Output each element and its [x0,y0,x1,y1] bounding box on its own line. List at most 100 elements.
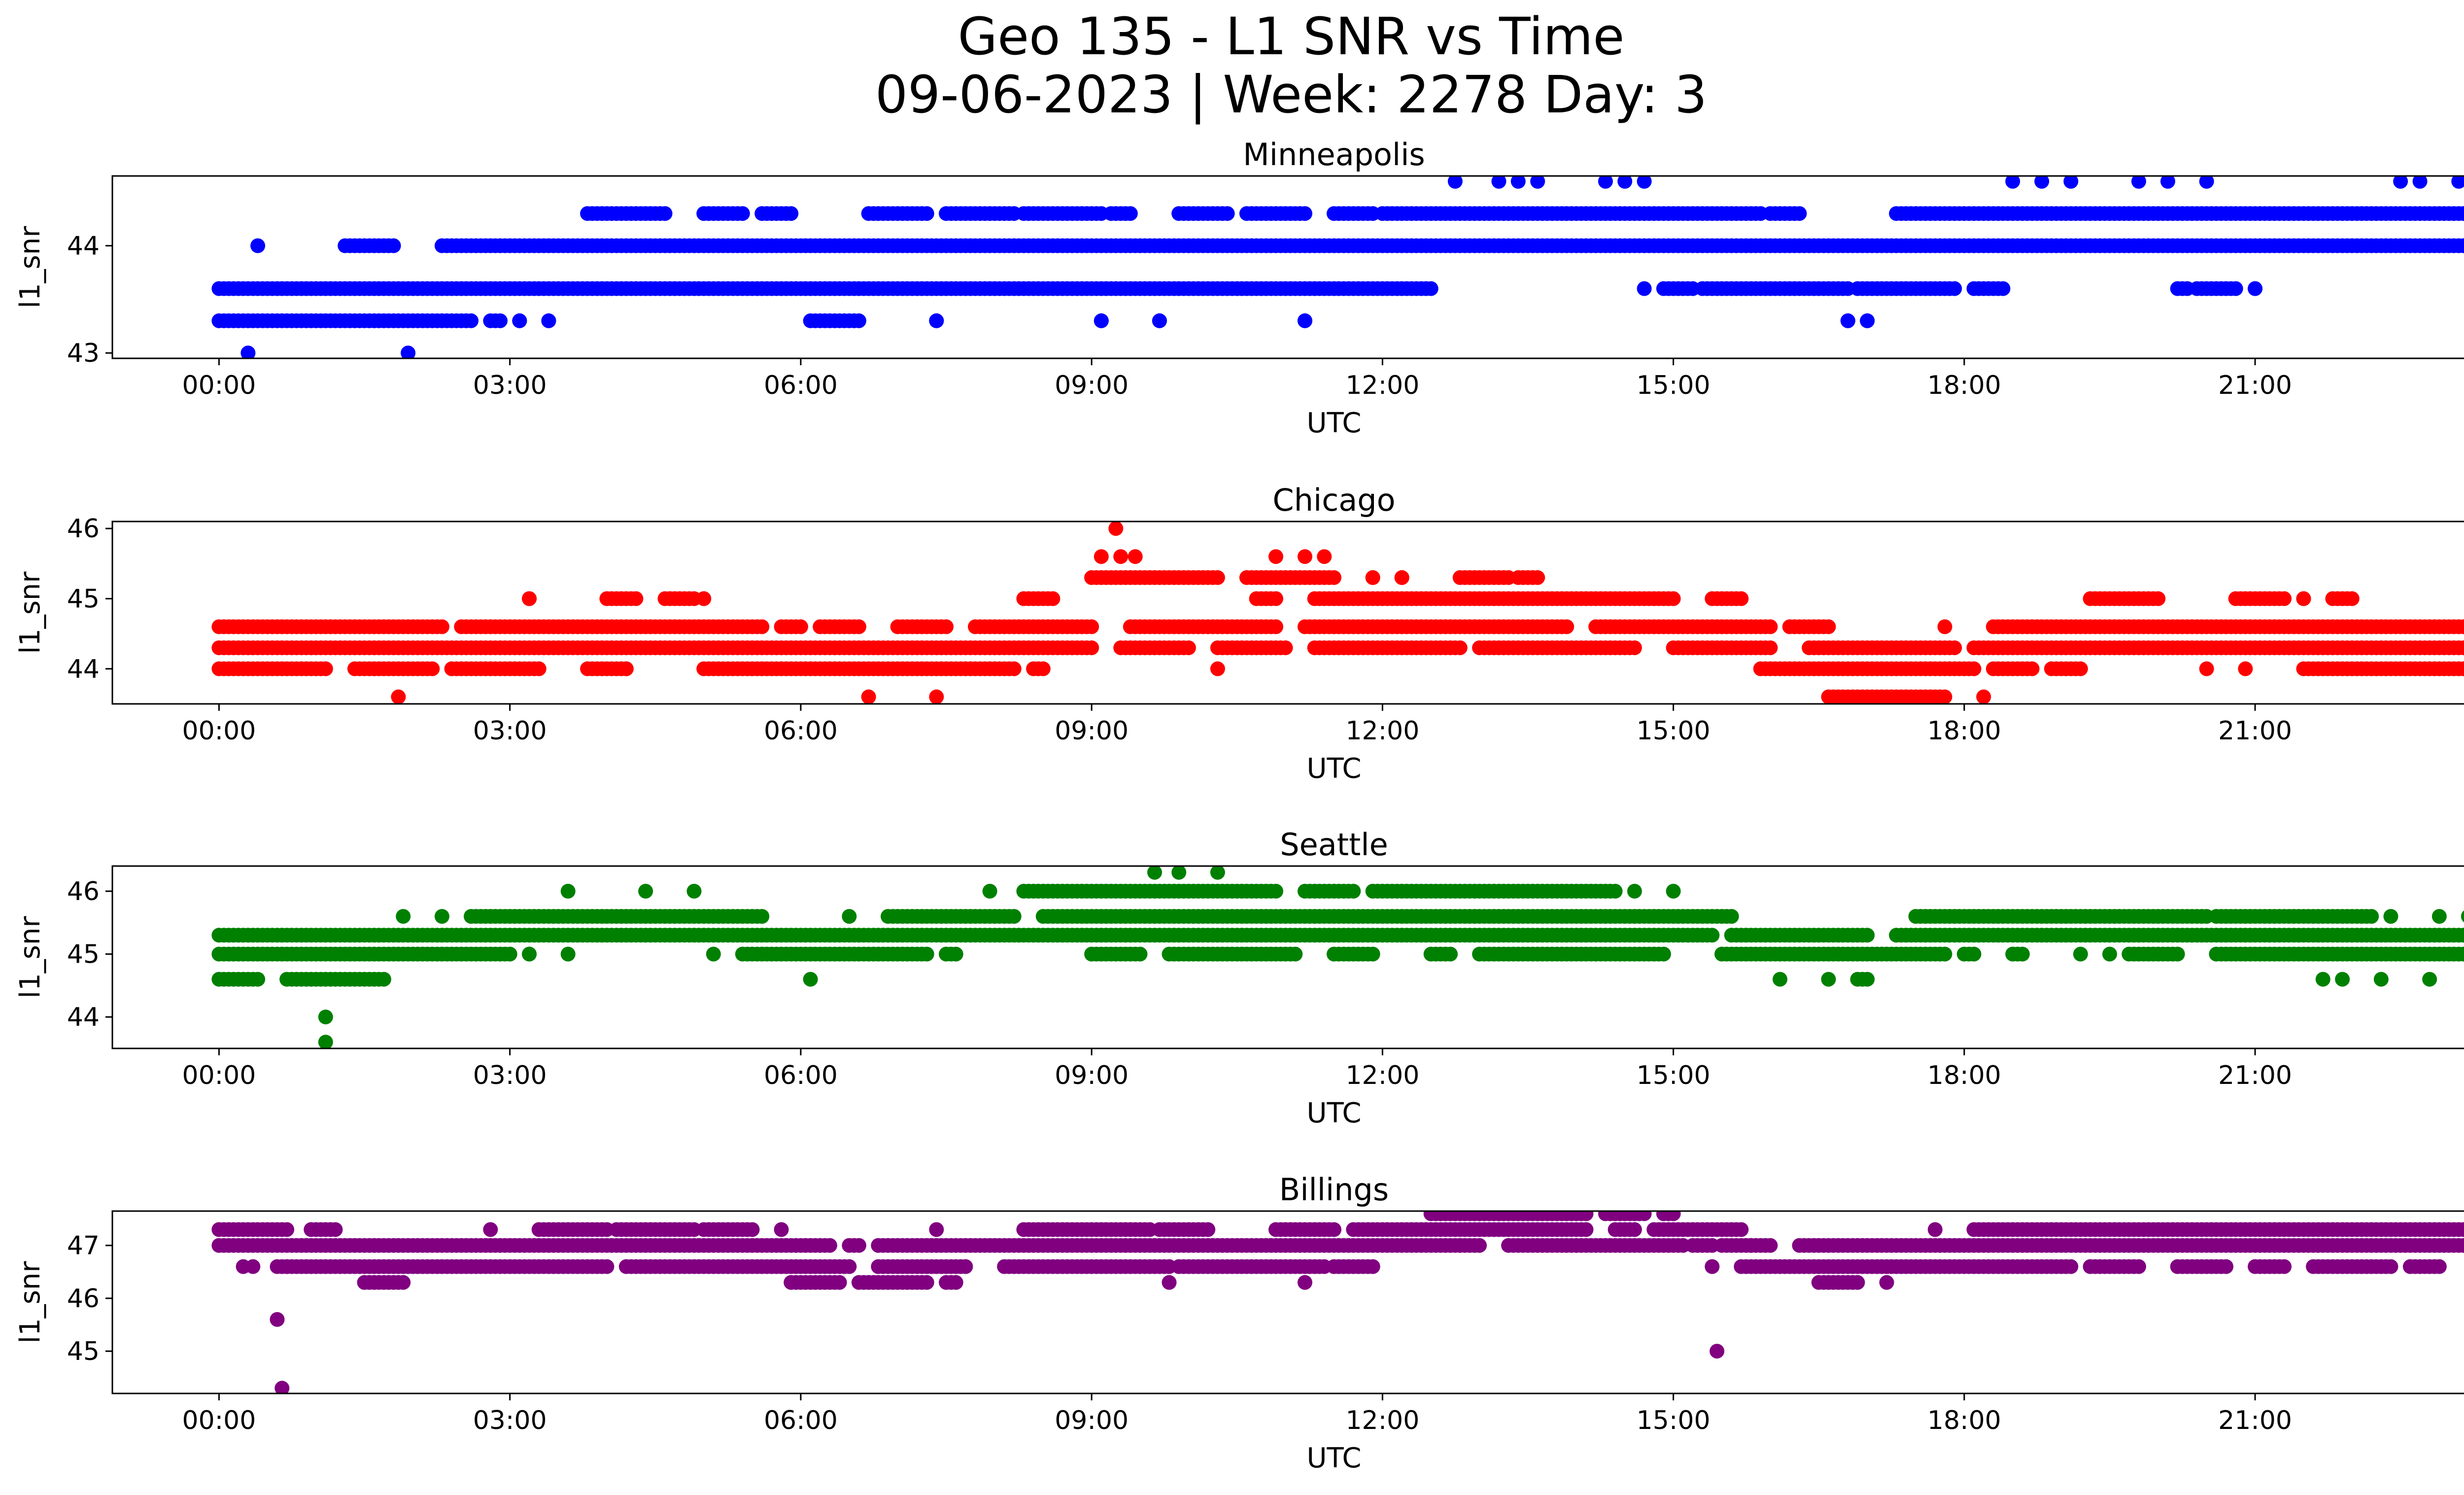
y-tick-label: 44 [67,655,100,684]
data-point [1491,176,1506,189]
data-point [2335,972,2350,987]
data-point [1598,176,1613,189]
data-point [851,313,866,328]
data-point [2170,946,2185,962]
y-axis-label: l1_snr [14,916,46,999]
data-point [434,619,449,634]
data-point [240,346,256,358]
x-tick-label: 18:00 [1927,1061,2001,1090]
data-point [2199,176,2214,189]
data-point [1171,866,1187,880]
data-point [250,238,266,253]
data-point [1734,1222,1749,1237]
data-point [745,1222,760,1237]
data-point [541,313,556,328]
x-tick-label: 06:00 [764,371,838,400]
data-point [1578,1222,1594,1237]
data-point [2024,661,2040,676]
x-axis-label: UTC [1306,1097,1361,1129]
data-point [1268,591,1283,606]
data-point [2005,176,2020,189]
y-tick-label: 46 [67,877,100,906]
data-point [1627,1222,1642,1237]
x-tick-label: 12:00 [1345,716,1419,746]
data-point [1268,619,1283,634]
data-point [391,689,406,704]
data-point [1210,866,1225,880]
data-point [929,313,944,328]
data-point [1132,946,1148,962]
y-tick-label: 46 [67,514,100,544]
data-point [2315,972,2330,987]
data-point [1763,640,1778,656]
data-point [1298,206,1312,221]
x-tick-label: 09:00 [1055,716,1129,746]
data-point [1947,281,1962,296]
x-tick-label: 21:00 [2218,716,2292,746]
axes-frame [111,865,2464,1049]
data-point [2063,176,2079,189]
data-point [318,661,333,676]
data-point [2461,240,2464,252]
data-point [1288,946,1303,962]
data-point [1637,176,1652,189]
data-point [929,689,944,704]
data-point [279,1222,295,1237]
data-point [1637,1211,1652,1221]
data-point [1108,522,1124,536]
x-tick-label: 21:00 [2218,1061,2292,1090]
data-point [2461,662,2464,675]
x-axis-label: UTC [1306,407,1361,439]
data-point [1608,884,1623,899]
subplot-title: Seattle [1280,827,1388,863]
data-point [861,689,876,704]
data-point [1937,946,1952,962]
subplot-title: Billings [1279,1172,1389,1208]
figure-title-line2: 09-06-2023 | Week: 2278 Day: 3 [875,65,1707,125]
data-point [1220,206,1235,221]
data-point [948,946,963,962]
data-point [328,1222,343,1237]
data-point [2073,661,2088,676]
data-point [1200,1222,1216,1237]
data-point [1627,640,1642,656]
data-point [1627,884,1642,899]
data-point [982,884,997,899]
data-point [2344,591,2360,606]
x-tick-label: 09:00 [1055,371,1129,400]
data-point [2131,176,2146,189]
data-point [803,972,818,987]
data-point [1006,909,1022,924]
data-point [1666,1211,1681,1221]
data-point [2228,281,2243,296]
data-point [1860,313,1875,328]
x-tick-label: 18:00 [1927,716,2001,746]
x-tick-label: 03:00 [473,1061,547,1090]
x-tick-label: 12:00 [1345,1061,1419,1090]
data-point [686,884,702,899]
data-point [1123,206,1138,221]
data-point [1268,549,1283,564]
data-point [493,313,508,328]
data-point [1763,1238,1778,1253]
data-point [2160,176,2175,189]
y-tick-label: 45 [67,585,100,614]
data-point [425,661,440,676]
data-point [2151,591,2166,606]
data-point [1045,591,1061,606]
series-points [211,176,2464,358]
data-point [1152,313,1167,328]
data-point [1394,570,1409,585]
data-point [1530,570,1545,585]
x-tick-label: 12:00 [1345,371,1419,400]
data-point [2451,176,2464,189]
data-point [1530,176,1545,189]
data-point [386,238,401,253]
data-point [1724,909,1739,924]
data-point [2102,946,2117,962]
data-point [464,313,479,328]
data-point [628,591,644,606]
